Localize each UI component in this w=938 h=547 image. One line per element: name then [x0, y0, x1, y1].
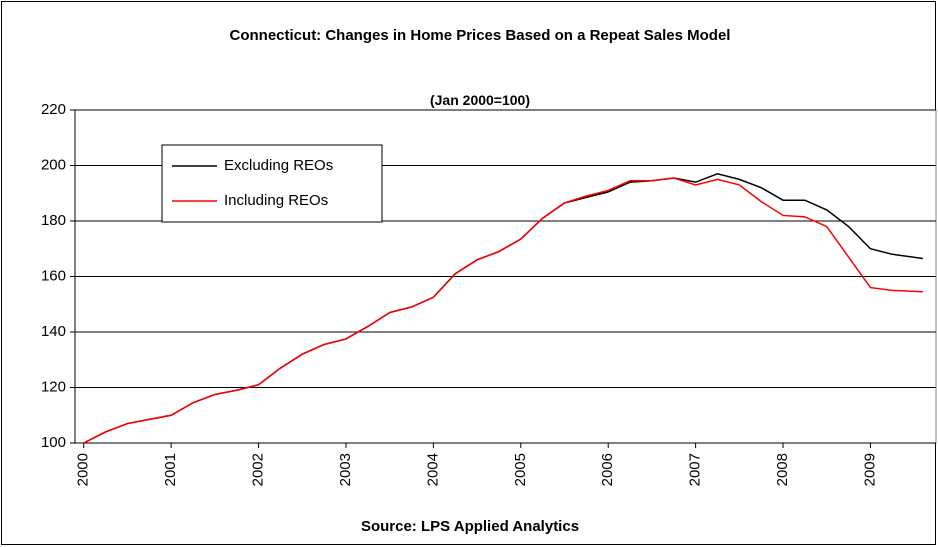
x-tick-label: 2002	[250, 453, 267, 486]
x-tick-label: 2009	[861, 453, 878, 486]
x-tick-label: 2001	[162, 453, 179, 486]
y-tick-label: 200	[41, 156, 66, 173]
series-line	[83, 177, 923, 444]
x-tick-label: 2008	[774, 453, 791, 486]
x-tick-label: 2006	[599, 453, 616, 486]
y-tick-label: 140	[41, 323, 66, 340]
x-tick-label: 2007	[687, 453, 704, 486]
x-tick-label: 2004	[424, 453, 441, 486]
legend	[161, 144, 383, 223]
x-tick-label: 2000	[75, 453, 92, 486]
chart-subtitle: (Jan 2000=100)	[429, 92, 531, 108]
legend-label: Including REOs	[224, 192, 328, 209]
chart-title: Connecticut: Changes in Home Prices Base…	[229, 27, 731, 44]
y-tick-label: 120	[41, 378, 66, 395]
y-tick-label: 220	[41, 101, 66, 118]
legend-label: Excluding REOs	[224, 157, 333, 174]
y-tick-label: 160	[41, 267, 66, 284]
y-tick-label: 100	[41, 434, 66, 451]
x-tick-label: 2005	[512, 453, 529, 486]
x-axis-label: Source: LPS Applied Analytics	[361, 518, 579, 535]
x-tick-label: 2003	[337, 453, 354, 486]
y-tick-label: 180	[41, 212, 66, 229]
